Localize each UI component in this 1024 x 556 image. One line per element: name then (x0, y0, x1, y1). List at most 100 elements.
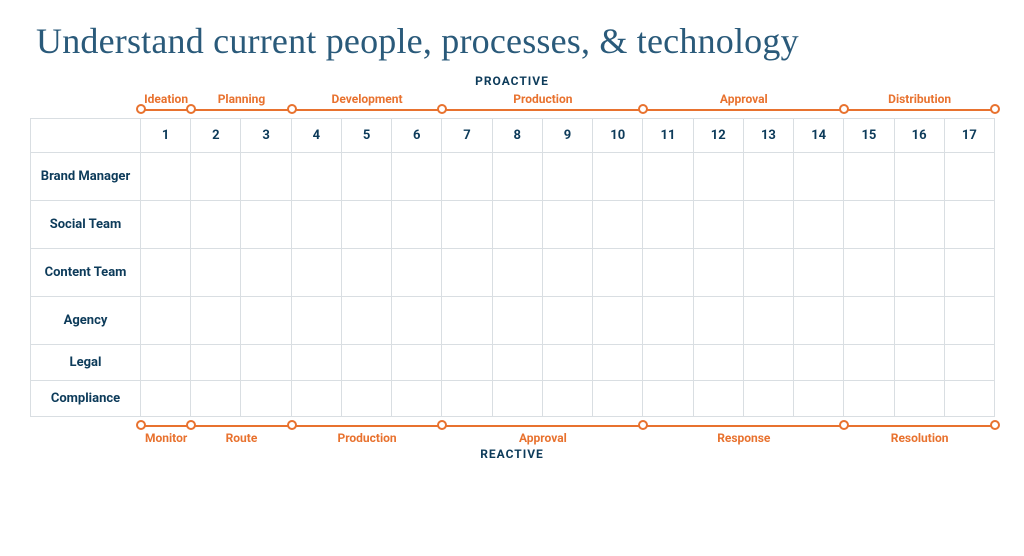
proactive-phase-timeline: IdeationPlanningDevelopmentProductionApp… (141, 92, 994, 118)
grid-cell (442, 381, 492, 417)
grid-cell (241, 345, 291, 381)
phase-line-bottom (141, 425, 994, 427)
col-header-6: 6 (392, 119, 442, 153)
grid-cell (643, 249, 693, 297)
grid-cell (141, 201, 191, 249)
col-header-3: 3 (241, 119, 291, 153)
grid-cell (341, 297, 391, 345)
grid-cell (442, 249, 492, 297)
table-row: Content Team (31, 249, 995, 297)
grid-cell (542, 381, 592, 417)
grid-cell (593, 381, 643, 417)
grid-cell (191, 381, 241, 417)
phase-label: Planning (191, 92, 291, 106)
col-header-13: 13 (743, 119, 793, 153)
phase-label: Approval (442, 431, 643, 445)
row-header: Legal (31, 345, 141, 381)
row-header: Content Team (31, 249, 141, 297)
grid-cell (542, 201, 592, 249)
row-header: Social Team (31, 201, 141, 249)
grid-cell (794, 249, 844, 297)
col-header-10: 10 (593, 119, 643, 153)
grid-cell (241, 153, 291, 201)
grid-cell (844, 153, 894, 201)
phase-node (287, 420, 297, 430)
grid-cell (743, 249, 793, 297)
row-header: Agency (31, 297, 141, 345)
grid-cell (894, 345, 944, 381)
role-phase-grid: 1234567891011121314151617 Brand ManagerS… (30, 118, 995, 417)
col-header-16: 16 (894, 119, 944, 153)
row-header: Brand Manager (31, 153, 141, 201)
phase-node (839, 420, 849, 430)
grid-cell (291, 381, 341, 417)
reactive-phase-timeline: MonitorRouteProductionApprovalResponseRe… (141, 417, 994, 443)
grid-cell (944, 345, 994, 381)
grid-cell (593, 201, 643, 249)
grid-cell (643, 153, 693, 201)
grid-cell (743, 201, 793, 249)
phase-node (437, 420, 447, 430)
grid-cell (743, 345, 793, 381)
grid-cell (241, 297, 291, 345)
grid-cell (743, 153, 793, 201)
grid-cell (141, 381, 191, 417)
grid-cell (291, 249, 341, 297)
col-header-1: 1 (141, 119, 191, 153)
phase-label: Development (292, 92, 443, 106)
grid-cell (593, 297, 643, 345)
phase-label: Resolution (844, 431, 995, 445)
col-header-14: 14 (794, 119, 844, 153)
grid-cell (894, 381, 944, 417)
col-header-5: 5 (341, 119, 391, 153)
col-header-11: 11 (643, 119, 693, 153)
grid-cell (341, 381, 391, 417)
table-row: Agency (31, 297, 995, 345)
grid-cell (743, 297, 793, 345)
table-row: Social Team (31, 201, 995, 249)
phase-node (136, 420, 146, 430)
grid-cell (593, 153, 643, 201)
grid-cell (693, 153, 743, 201)
grid-cell (191, 249, 241, 297)
grid-cell (693, 201, 743, 249)
table-row: Compliance (31, 381, 995, 417)
phase-node (186, 420, 196, 430)
grid-cell (291, 345, 341, 381)
phase-label: Production (292, 431, 443, 445)
grid-cell (693, 345, 743, 381)
grid-cell (392, 249, 442, 297)
grid-cell (944, 249, 994, 297)
grid-cell (944, 153, 994, 201)
grid-cell (341, 201, 391, 249)
grid-cell (794, 345, 844, 381)
grid-cell (392, 381, 442, 417)
grid-cell (191, 153, 241, 201)
grid-cell (894, 249, 944, 297)
grid-cell (141, 297, 191, 345)
phase-label: Distribution (844, 92, 995, 106)
grid-cell (844, 201, 894, 249)
grid-cell (944, 381, 994, 417)
grid-cell (392, 153, 442, 201)
proactive-label: PROACTIVE (30, 74, 994, 88)
grid-cell (442, 201, 492, 249)
grid-cell (341, 249, 391, 297)
grid-cell (894, 153, 944, 201)
grid-cell (844, 381, 894, 417)
col-header-7: 7 (442, 119, 492, 153)
grid-cell (392, 201, 442, 249)
grid-cell (794, 153, 844, 201)
grid-cell (693, 297, 743, 345)
page-title: Understand current people, processes, & … (36, 20, 994, 62)
col-header-12: 12 (693, 119, 743, 153)
grid-cell (593, 345, 643, 381)
grid-cell (141, 345, 191, 381)
grid-cell (442, 153, 492, 201)
grid-cell (794, 297, 844, 345)
grid-cell (643, 345, 693, 381)
phase-label: Route (191, 431, 291, 445)
grid-cell (191, 297, 241, 345)
phase-label: Production (442, 92, 643, 106)
grid-cell (894, 201, 944, 249)
